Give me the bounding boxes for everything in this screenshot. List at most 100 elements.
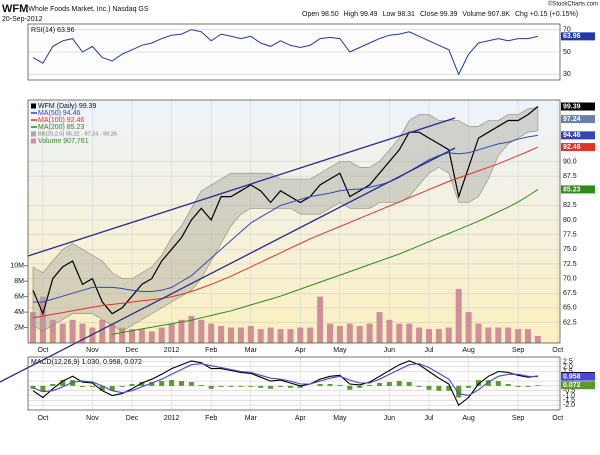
volume-bar (336, 326, 343, 343)
value-marker-label: 94.46 (563, 132, 581, 139)
value-marker-label: 99.39 (563, 103, 581, 110)
volume-bar (218, 326, 225, 343)
quote-label: Close (420, 11, 438, 18)
volume-bar (208, 323, 215, 343)
macd-histogram-bar (278, 385, 283, 387)
macd-histogram-bar (317, 383, 323, 386)
volume-bar (109, 323, 116, 343)
macd-histogram-bar (446, 385, 452, 391)
volume-bar (376, 312, 383, 343)
volume-bar (30, 312, 36, 343)
volume-bar (59, 323, 66, 343)
value-marker-label: 92.46 (563, 144, 581, 151)
quote-value: +0.15 (+0.15%) (530, 11, 578, 18)
macd-histogram-bar (357, 385, 363, 388)
macd-line (32, 360, 538, 407)
volume-bar (198, 319, 205, 343)
volume-bar (356, 326, 363, 343)
quote-value: 99.49 (360, 11, 378, 18)
volume-bar (277, 329, 284, 343)
y-tick-label: 70 (563, 26, 571, 33)
value-marker-label: 85.23 (563, 186, 581, 193)
x-tick-label: Dec (126, 347, 139, 354)
macd-histogram-bar (456, 385, 462, 398)
volume-bar (386, 319, 393, 343)
x-tick-label: Dec (126, 415, 139, 422)
x-tick-label: Apr (295, 347, 307, 354)
macd-histogram-bar (367, 384, 373, 386)
y-tick-label: 62.5 (563, 319, 577, 326)
macd-histogram-bar (416, 385, 422, 387)
value-marker-label: 0.072 (563, 382, 581, 389)
panel-legend: RSI(14) 63.96 (31, 27, 75, 34)
x-tick-label: Sep (512, 415, 525, 422)
price-line (32, 106, 539, 316)
macd-histogram-bar (218, 385, 224, 387)
x-tick-label: 2012 (164, 347, 180, 354)
company-name: (Whole Foods Market, Inc.) Nasdaq GS (26, 6, 149, 13)
x-tick-label: Apr (295, 415, 307, 422)
volume-bar (178, 319, 185, 343)
macd-histogram-bar (476, 380, 481, 386)
symbol: WFM (2, 3, 28, 15)
x-tick-label: Feb (205, 415, 217, 422)
moving-average (112, 188, 539, 335)
x-tick-label: Sep (512, 347, 525, 354)
macd-histogram-bar (159, 381, 165, 386)
macd-histogram-bar (287, 385, 293, 388)
volume-bar (257, 329, 264, 343)
macd-histogram-bar (495, 381, 501, 386)
macd-histogram-bar (149, 382, 155, 386)
volume-bar (237, 327, 244, 343)
x-tick-label: 2012 (164, 415, 180, 422)
x-tick-label: Jul (425, 347, 434, 354)
y-tick-label: 1.5 (563, 368, 573, 375)
macd-histogram-bar (347, 385, 353, 390)
value-marker (561, 102, 595, 111)
volume-bar (406, 323, 413, 343)
y-tick-label: 67.5 (563, 290, 577, 297)
x-tick-label: Oct (37, 415, 48, 422)
volume-bar (119, 327, 126, 343)
volume-bar (505, 327, 512, 343)
volume-bar (79, 323, 86, 343)
macd-histogram-bar (377, 383, 382, 386)
source: ©StockCharts.com (548, 1, 598, 8)
legend-entry: MA(50) 94.46 (38, 110, 81, 117)
legend-swatch (31, 131, 36, 137)
macd-histogram-bar (40, 385, 46, 392)
y-tick-label: 70.0 (563, 275, 577, 282)
macd-histogram-bar (139, 382, 145, 386)
quote-label: Volume (462, 11, 485, 18)
value-marker (561, 32, 595, 41)
date: 20-Sep-2012 (2, 16, 43, 23)
macd-histogram-bar (99, 385, 105, 391)
x-tick-label: Mar (245, 347, 258, 354)
macd-histogram-bar (515, 385, 521, 387)
legend-entry: BB(20,2.0) 95.22 - 97.24 - 99.26 (38, 131, 117, 137)
signal-line (32, 363, 538, 397)
macd-histogram-bar (525, 385, 531, 387)
macd-histogram-bar (30, 385, 36, 389)
x-tick-label: Nov (86, 415, 99, 422)
macd-frame (27, 356, 561, 411)
x-tick-label: Oct (37, 347, 48, 354)
macd-histogram-bar (386, 382, 392, 386)
quote-value: 98.50 (321, 11, 339, 18)
macd-histogram-bar (60, 380, 66, 386)
macd-histogram-bar (129, 383, 135, 386)
legend-entry: Volume 907,761 (38, 138, 89, 145)
y-tick-label: 50 (563, 49, 571, 56)
macd-histogram-bar (80, 385, 85, 387)
volume-bar (99, 319, 106, 343)
volume-bar (346, 323, 353, 343)
legend-entry: MA(100) 92.46 (38, 117, 84, 124)
rsi-frame (27, 23, 561, 81)
value-marker-label: 97.24 (563, 116, 581, 123)
bollinger-band (32, 106, 539, 332)
macd-histogram-bar (238, 385, 244, 387)
quote-label: Low (383, 11, 397, 18)
volume-bar (396, 323, 403, 343)
volume-bar (188, 315, 195, 343)
macd-histogram-bar (228, 385, 234, 387)
